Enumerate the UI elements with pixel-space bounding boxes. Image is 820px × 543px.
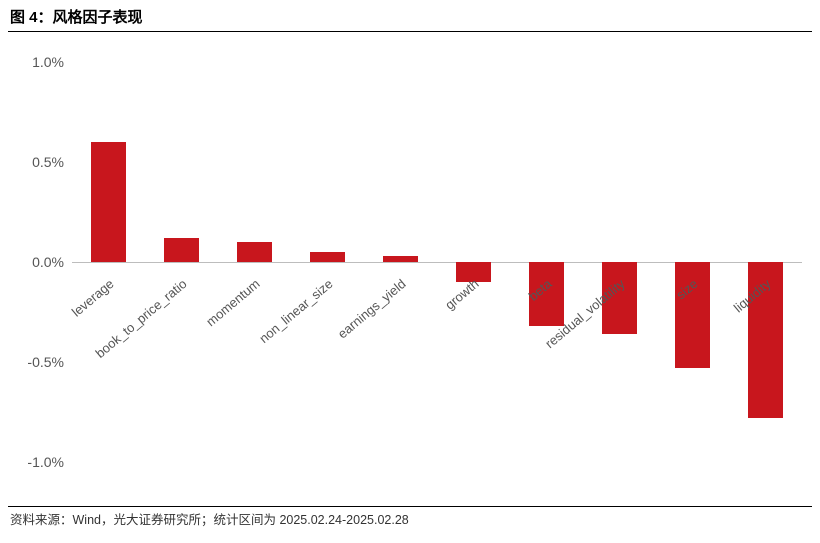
figure-title: 图 4：风格因子表现 <box>0 0 820 31</box>
y-tick-label: 0.0% <box>32 254 64 270</box>
x-tick-label: leverage <box>68 276 116 320</box>
y-tick-label: 1.0% <box>32 54 64 70</box>
chart-area: 1.0%0.5%0.0%-0.5%-1.0%leveragebook_to_pr… <box>10 52 810 502</box>
x-tick-label: non_linear_size <box>256 276 335 346</box>
y-tick-label: -0.5% <box>27 354 64 370</box>
bar <box>91 142 126 262</box>
x-tick-label: earnings_yield <box>334 276 408 341</box>
y-tick-label: -1.0% <box>27 454 64 470</box>
source-text: 资料来源：Wind，光大证券研究所；统计区间为 2025.02.24-2025.… <box>0 507 820 530</box>
x-tick-label: momentum <box>203 276 262 329</box>
bar <box>237 242 272 262</box>
bar-chart: 1.0%0.5%0.0%-0.5%-1.0%leveragebook_to_pr… <box>72 62 802 462</box>
bar <box>164 238 199 262</box>
bar <box>310 252 345 262</box>
top-rule <box>8 31 812 32</box>
y-tick-label: 0.5% <box>32 154 64 170</box>
bar <box>383 256 418 262</box>
